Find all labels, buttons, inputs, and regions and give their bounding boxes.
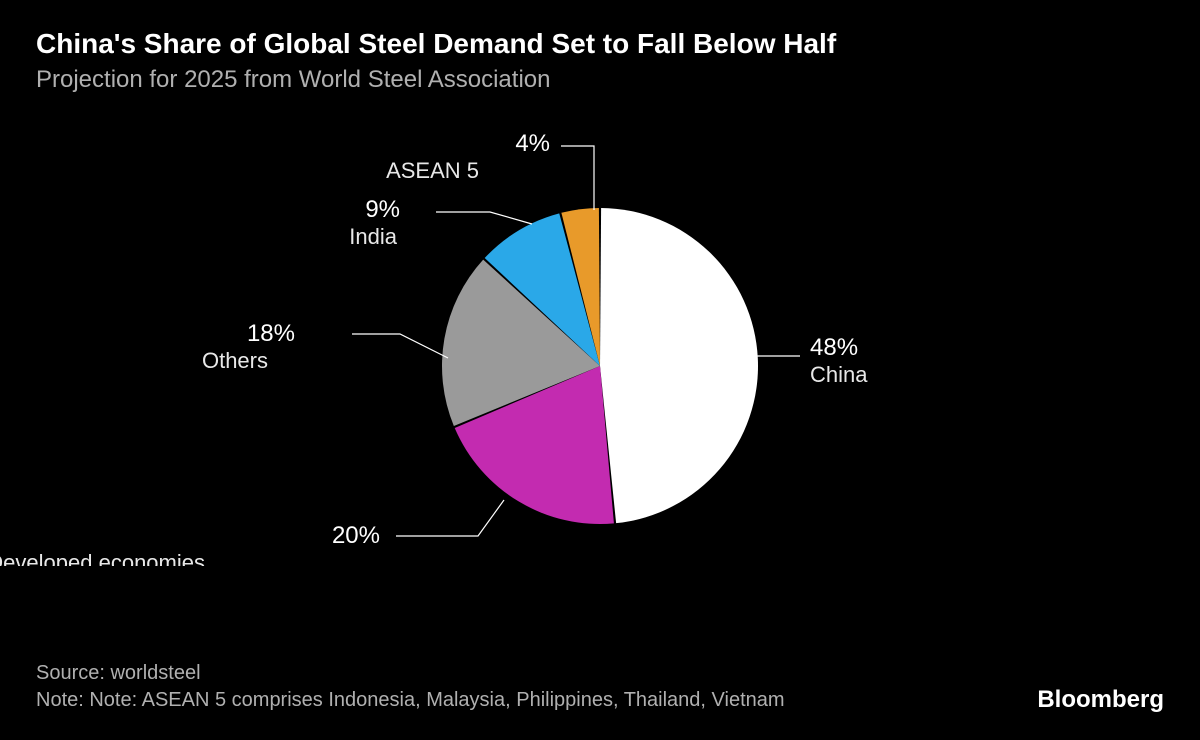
footer-text: Source: worldsteel Note: Note: ASEAN 5 c… (36, 660, 785, 714)
source-text: Source: worldsteel (36, 660, 785, 687)
pie-slice (600, 208, 758, 523)
slice-pct-label: 4% (515, 130, 550, 157)
slice-name-label: Developed economies (0, 550, 205, 566)
slice-pct-label: 20% (332, 522, 380, 549)
slice-name-label: Others (202, 348, 268, 373)
note-text: Note: Note: ASEAN 5 comprises Indonesia,… (36, 687, 785, 714)
slice-name-label: India (349, 224, 397, 249)
leader-line (561, 146, 594, 210)
slice-name-label: China (810, 362, 868, 387)
brand-label: Bloomberg (1037, 686, 1164, 714)
chart-container: China's Share of Global Steel Demand Set… (0, 0, 1200, 740)
slice-name-label: ASEAN 5 (386, 158, 479, 183)
slice-pct-label: 18% (247, 320, 295, 347)
leader-line (436, 212, 532, 224)
slice-pct-label: 48% (810, 334, 858, 361)
leader-line (352, 334, 448, 358)
leader-line (396, 500, 504, 536)
chart-area: 48%China20%Developed economies18%Others9… (36, 114, 1164, 594)
slice-pct-label: 9% (365, 196, 400, 223)
chart-footer: Source: worldsteel Note: Note: ASEAN 5 c… (36, 660, 1164, 714)
pie-chart: 48%China 20% Developed economies 18%Others 9… (0, 6, 1200, 566)
